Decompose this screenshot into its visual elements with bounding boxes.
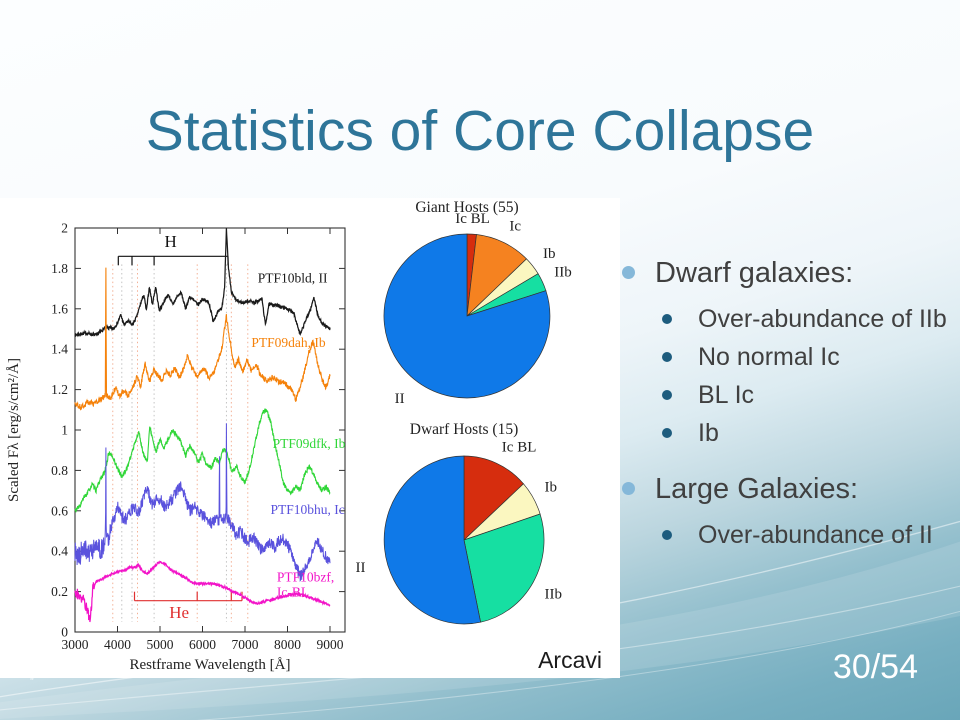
pie-slice-iib: [463, 513, 545, 623]
bullet-item-ib: Ib: [662, 414, 952, 452]
x-tick-label: 5000: [147, 637, 174, 652]
spectrum-label: PTF09dfk, Ib: [273, 436, 346, 451]
x-tick-label: 4000: [104, 637, 131, 652]
y-tick-label: 1.6: [51, 301, 68, 316]
spectrum-ptf09dfk-ib: [74, 408, 331, 513]
bullet-item-no-normal-ic: No normal Ic: [662, 338, 952, 376]
x-tick-label: 7000: [232, 637, 259, 652]
spectrum-ptf09dah-ib: [74, 267, 331, 411]
bullet-icon: [662, 352, 672, 362]
y-tick-label: 1: [61, 423, 68, 438]
slide-title: Statistics of Core Collapse: [145, 99, 815, 163]
bracket-label-He: He: [169, 603, 189, 622]
bracket-label-H: H: [164, 232, 176, 251]
bullet-icon: [662, 530, 672, 540]
bullet-text: BL Ic: [698, 381, 755, 409]
pie-slice-ii: [383, 233, 551, 399]
bullet-text: Ib: [698, 419, 719, 447]
footer-artifact: ”: [30, 676, 36, 688]
figure-panel: 3000 4000 5000 6000 7000 8000 9000 0 0.2 0.4 0.6 0.…: [0, 198, 620, 678]
bullet-item-overabundance-iib: Over-abundance of IIb: [662, 300, 952, 338]
bullet-icon: [662, 428, 672, 438]
pie-dwarf-hosts-15-: Dwarf Hosts (15)Ic BL Ib IIb II: [356, 421, 563, 625]
x-tick-label: 9000: [317, 637, 344, 652]
y-tick-label: 0.2: [51, 584, 68, 599]
pie-slice-label: Ic BL: [502, 439, 537, 455]
bullet-text: Dwarf galaxies:: [655, 257, 854, 289]
spectrum-label: PTF10bhu, Ic: [271, 502, 345, 517]
y-tick-label: 1.8: [51, 261, 68, 276]
pie-slice-label: IIb: [554, 265, 572, 281]
bullet-icon: [622, 266, 635, 279]
bullet-text: Over-abundance of II: [698, 521, 933, 549]
credit-text: Arcavi: [538, 647, 602, 673]
y-tick-label: 0: [61, 625, 68, 640]
pie-slice-label: II: [356, 560, 366, 576]
y-tick-label: 0.4: [51, 544, 68, 559]
spectrum-ptf10bld-ii: [74, 228, 331, 338]
bullet-item-overabundance-ii: Over-abundance of II: [662, 516, 952, 554]
pie-slice-label: Ib: [543, 246, 556, 262]
pie-giant-hosts-55-: Giant Hosts (55)Ic BL Ic Ib IIb II: [383, 199, 572, 407]
bullet-item-dwarf-galaxies: Dwarf galaxies:: [622, 254, 952, 292]
bullet-list: Dwarf galaxies: Over-abundance of IIb No…: [622, 254, 952, 554]
pie-slice-label: IIb: [545, 587, 563, 603]
bullet-item-large-galaxies: Large Galaxies:: [622, 470, 952, 508]
bullet-text: No normal Ic: [698, 343, 840, 371]
y-tick-label: 1.2: [51, 382, 68, 397]
pie-slice-ii: [383, 455, 482, 625]
spectrum-label: PTF09dah, Ib: [251, 335, 326, 350]
bullet-text: Over-abundance of IIb: [698, 305, 947, 333]
pie-title: Giant Hosts (55): [415, 199, 518, 216]
bullet-icon: [662, 390, 672, 400]
pie-slice-label: Ic BL: [455, 211, 490, 227]
pie-slice-label: Ic: [509, 219, 521, 235]
spectrum-ptf10bzf-ic-bl: [74, 560, 331, 623]
bullet-item-bl-ic: BL Ic: [662, 376, 952, 414]
spectrum-ptf10bhu-ic: [74, 423, 331, 583]
spectrum-label: PTF10bzf,: [277, 570, 334, 585]
spectra-and-pies-figure: 3000 4000 5000 6000 7000 8000 9000 0 0.2 0.4 0.6 0.…: [6, 199, 572, 673]
x-axis-label: Restframe Wavelength [Å]: [130, 657, 291, 673]
pie-slice-label: Ib: [545, 480, 558, 496]
x-tick-label: 3000: [62, 637, 89, 652]
pie-title: Dwarf Hosts (15): [410, 421, 518, 438]
y-axis-label: Scaled Fλ [erg/s/cm²/Å]: [6, 358, 22, 502]
pie-slice-label: II: [395, 391, 405, 407]
bullet-icon: [662, 314, 672, 324]
x-tick-label: 6000: [189, 637, 216, 652]
spectrum-label: PTF10bld, II: [258, 271, 328, 286]
y-tick-label: 0.8: [51, 463, 68, 478]
bullet-icon: [622, 482, 635, 495]
y-tick-label: 0.6: [51, 503, 68, 518]
spectrum-label: Ic-BL: [277, 585, 309, 600]
page-number: 30/54: [832, 648, 918, 686]
y-tick-label: 1.4: [51, 342, 68, 357]
x-tick-label: 8000: [274, 637, 301, 652]
bullet-text: Large Galaxies:: [655, 473, 859, 505]
y-tick-label: 2: [61, 221, 68, 236]
pie-slice-ic-bl: [463, 455, 524, 541]
